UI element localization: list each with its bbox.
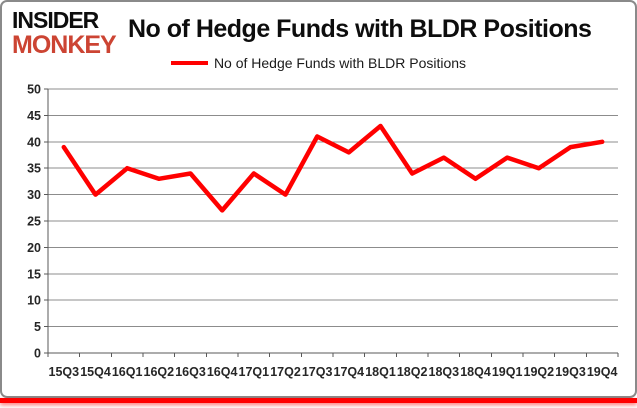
x-axis: 15Q3 15Q4 16Q1 16Q2 16Q3 16Q4 17Q1 17Q2 17Q3 17Q4…	[47, 353, 619, 379]
line-chart-plot: 0 5 10 15 20 25 30 35 40 45 50 15Q3 15Q4 16Q1 16Q2 16Q3…	[27, 83, 619, 379]
legend-line-swatch	[170, 61, 208, 65]
x-tick-label: 17Q1	[239, 365, 270, 379]
x-tick-label: 16Q1	[112, 365, 143, 379]
x-tick-label: 17Q3	[302, 365, 333, 379]
y-tick-label: 45	[27, 109, 41, 123]
logo-insider-text: INSIDER	[12, 7, 99, 33]
footer-accent-bar	[0, 398, 637, 403]
y-tick-label: 50	[27, 83, 41, 97]
y-tick-label: 15	[27, 267, 41, 281]
series-line	[61, 123, 605, 213]
x-tick-label: 18Q2	[397, 365, 428, 379]
x-tick-label: 18Q1	[365, 365, 396, 379]
y-tick-label: 5	[34, 320, 41, 334]
chart-title: No of Hedge Funds with BLDR Positions	[128, 15, 592, 43]
x-tick-label: 18Q4	[460, 365, 491, 379]
x-tick-label: 16Q4	[207, 365, 238, 379]
logo-monkey-text: MONKEY	[12, 31, 117, 59]
x-tick-label: 18Q3	[429, 365, 460, 379]
y-tick-label: 35	[27, 162, 41, 176]
y-tick-label: 30	[27, 188, 41, 202]
x-tick-label: 19Q1	[492, 365, 523, 379]
insider-monkey-logo: INSIDER MONKEY	[12, 7, 117, 59]
x-tick-label: 16Q3	[175, 365, 206, 379]
x-tick-label: 19Q4	[587, 365, 618, 379]
y-tick-label: 40	[27, 135, 41, 149]
x-tick-label: 15Q4	[80, 365, 111, 379]
y-tick-label: 25	[27, 215, 41, 229]
y-tick-label: 10	[27, 294, 41, 308]
x-tick-label: 16Q2	[144, 365, 175, 379]
x-tick-label: 17Q4	[334, 365, 365, 379]
gridlines	[48, 88, 618, 354]
x-tick-label: 17Q2	[270, 365, 301, 379]
chart-frame-border	[0, 0, 637, 398]
x-tick-label: 19Q3	[555, 365, 586, 379]
y-tick-label: 20	[27, 241, 41, 255]
x-tick-label: 15Q3	[49, 365, 80, 379]
y-tick-label: 0	[34, 347, 41, 361]
x-tick-label: 19Q2	[524, 365, 555, 379]
y-axis: 0 5 10 15 20 25 30 35 40 45 50	[27, 83, 49, 361]
legend-label: No of Hedge Funds with BLDR Positions	[213, 55, 467, 71]
chart-legend: No of Hedge Funds with BLDR Positions	[0, 55, 637, 71]
